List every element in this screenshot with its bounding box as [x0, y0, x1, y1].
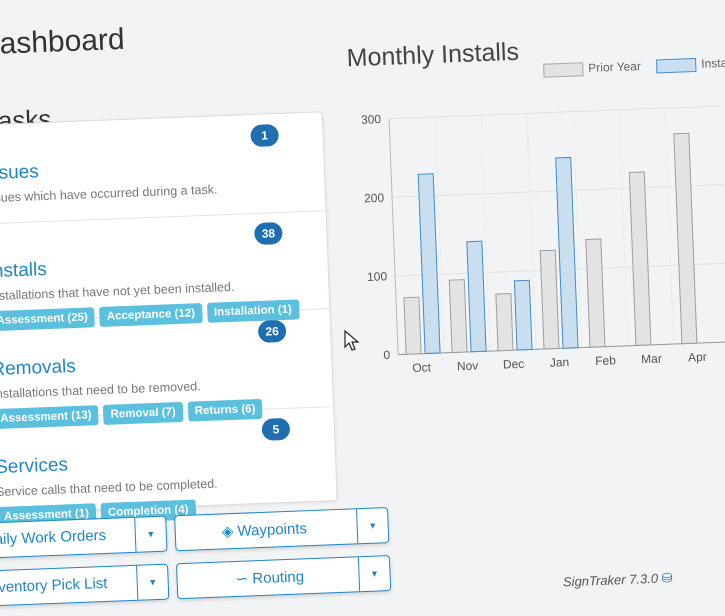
routing-button[interactable]: ∽ Routing ▼ — [175, 555, 392, 600]
legend-label: Prior Year — [587, 59, 642, 76]
tasks-panel: Issues Issues which have occurred during… — [0, 111, 338, 528]
task-removals[interactable]: Removals Installations that need to be r… — [0, 308, 334, 430]
button-label: Daily Work Orders — [0, 526, 107, 549]
task-description: Issues which have occurred during a task… — [0, 182, 218, 206]
bar-prior-year — [495, 293, 514, 352]
chart-title: Monthly Installs — [346, 37, 520, 73]
y-tick-label: 200 — [364, 191, 385, 206]
button-label: Routing — [252, 568, 305, 588]
count-badge: 38 — [253, 221, 283, 245]
route-icon: ∽ — [235, 570, 249, 588]
x-tick-label: Oct — [412, 360, 432, 375]
x-tick-label: Dec — [503, 357, 525, 372]
chevron-down-icon[interactable]: ▼ — [136, 564, 169, 600]
bar-installs — [555, 156, 579, 349]
legend-label: Installs — [700, 55, 725, 71]
bar-installs — [466, 240, 487, 353]
button-label: Inventory Pick List — [0, 574, 108, 597]
x-gridline — [664, 108, 675, 345]
x-axis — [398, 341, 725, 356]
x-tick-label: Mar — [641, 351, 662, 366]
task-installs[interactable]: Installs Installations that have not yet… — [0, 210, 330, 332]
task-title[interactable]: Removals — [0, 355, 77, 381]
x-tick-label: Jan — [550, 355, 570, 370]
version-label: SignTraker 7.3.0 — [562, 570, 659, 590]
y-gridline — [389, 105, 721, 120]
inventory-pick-list-button[interactable]: Inventory Pick List ▼ — [0, 563, 170, 608]
bar-prior-year — [673, 132, 698, 345]
task-title[interactable]: Services — [0, 454, 69, 479]
task-description: Service calls that need to be completed. — [0, 476, 218, 500]
task-issues[interactable]: Issues Issues which have occurred during… — [0, 112, 326, 227]
bar-prior-year — [403, 296, 422, 355]
count-badge: 1 — [250, 124, 280, 148]
bar-installs — [417, 173, 441, 355]
bar-prior-year — [448, 279, 468, 354]
task-title[interactable]: Issues — [0, 161, 40, 185]
bar-prior-year — [539, 249, 560, 350]
count-badge: 26 — [257, 319, 287, 343]
mouse-cursor-icon — [344, 330, 360, 351]
x-tick-label: Nov — [457, 359, 479, 374]
task-description: Installations that need to be removed. — [0, 379, 201, 402]
bar-prior-year — [628, 171, 652, 346]
bar-installs — [513, 279, 533, 351]
bar-prior-year — [585, 238, 606, 348]
legend-item-prior[interactable]: Prior Year — [543, 59, 641, 78]
legend-item-installs[interactable]: Installs — [656, 55, 725, 74]
y-tick-label: 300 — [361, 112, 382, 127]
task-title[interactable]: Installs — [0, 259, 48, 283]
y-tick-label: 0 — [383, 348, 391, 362]
x-gridline — [572, 111, 583, 348]
x-gridline — [618, 109, 629, 346]
database-icon: ⛁ — [661, 570, 673, 586]
x-tick-label: Feb — [595, 353, 617, 368]
x-tick-label: Apr — [688, 350, 707, 365]
button-label: Waypoints — [237, 520, 308, 540]
y-tick-label: 100 — [367, 269, 388, 284]
count-badge: 5 — [261, 417, 291, 441]
map-marker-icon: ◈ — [221, 523, 234, 541]
y-axis — [388, 118, 399, 355]
legend-swatch-icon — [543, 62, 584, 78]
daily-work-orders-button[interactable]: Daily Work Orders ▼ — [0, 515, 168, 560]
x-gridline — [480, 115, 491, 352]
task-description: Installations that have not yet been ins… — [0, 279, 235, 304]
x-gridline — [526, 113, 537, 350]
page-title: Dashboard — [0, 22, 126, 62]
chevron-down-icon[interactable]: ▼ — [356, 508, 389, 544]
monthly-installs-chart: 0 100 200 300 Oct Nov Dec Jan Feb Mar Apr — [361, 105, 725, 375]
waypoints-button[interactable]: ◈ Waypoints ▼ — [174, 507, 390, 552]
x-gridline — [434, 116, 445, 353]
chevron-down-icon[interactable]: ▼ — [357, 556, 391, 592]
chevron-down-icon[interactable]: ▼ — [134, 516, 167, 552]
chart-legend: Prior Year Installs — [543, 55, 725, 78]
legend-swatch-icon — [656, 57, 697, 74]
task-services[interactable]: Services Service calls that need to be c… — [0, 406, 337, 528]
